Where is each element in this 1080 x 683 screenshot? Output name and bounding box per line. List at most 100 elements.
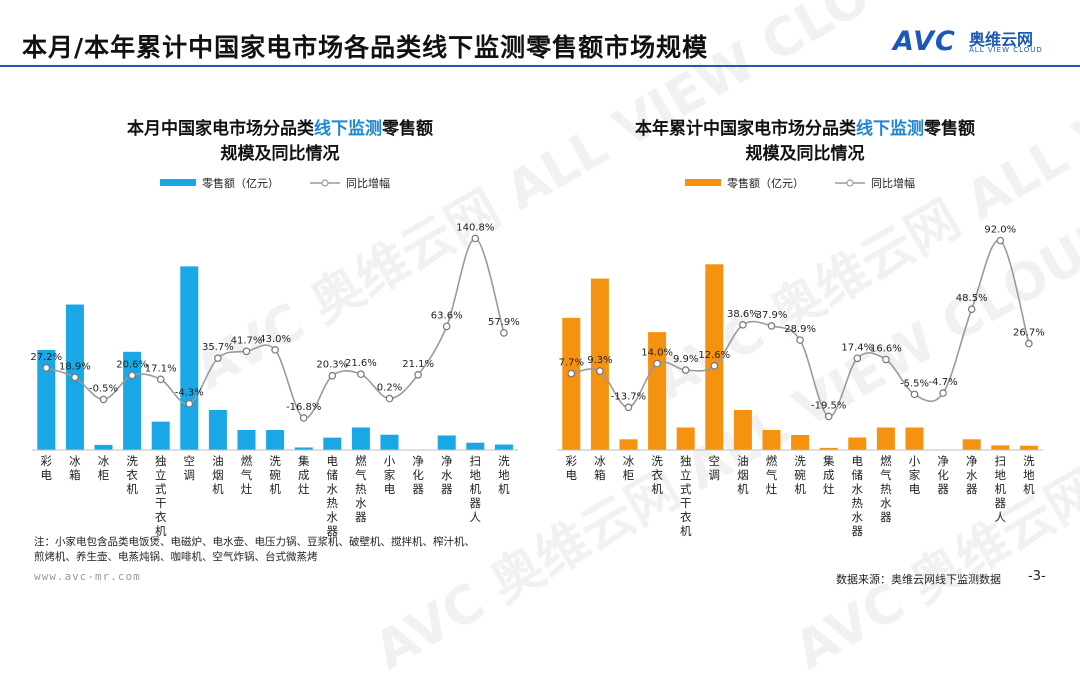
avc-logo: AVC 奥维云网 ALL VIEW CLOUD <box>893 26 1063 58</box>
logo-mark: AVC <box>893 26 956 57</box>
yoy-point-14 <box>939 389 947 397</box>
bar-1 <box>562 317 581 450</box>
category-label-17: 洗地机 <box>498 454 510 496</box>
data-label-14: 21.1% <box>402 359 434 370</box>
category-label-13: 小家电 <box>909 454 921 496</box>
bar-3 <box>94 444 113 450</box>
legend-bar-label: 零售额（亿元） <box>202 176 279 190</box>
bar-12 <box>876 427 895 450</box>
legend-line-marker <box>321 179 329 187</box>
category-label-15: 净水器 <box>441 454 453 496</box>
bar-6 <box>705 264 724 450</box>
yoy-point-6 <box>710 362 719 370</box>
data-label-1: 7.7% <box>559 358 584 369</box>
bar-11 <box>848 437 867 450</box>
category-label-6: 空调 <box>184 454 196 482</box>
legend-bar-label: 零售额（亿元） <box>727 176 804 190</box>
bar-17 <box>1019 445 1038 450</box>
legend-bar-swatch <box>160 179 196 186</box>
yoy-point-16 <box>996 236 1005 245</box>
data-label-1: 27.2% <box>30 352 62 363</box>
yoy-line <box>46 237 505 419</box>
bar-7 <box>208 410 227 450</box>
yoy-point-5 <box>156 375 165 384</box>
page-title: 本月/本年累计中国家电市场各品类线下监测零售额市场规模 <box>22 33 709 62</box>
footnote: 注：小家电包含品类电饭煲、电磁炉、电水壶、电压力锅、豆浆机、破壁机、搅拌机、榨汁… <box>34 536 475 563</box>
legend-line-label: 同比增幅 <box>871 176 915 190</box>
bar-15 <box>437 435 456 450</box>
data-label-6: 12.6% <box>698 350 730 361</box>
category-label-5: 独立式干衣机 <box>155 454 167 538</box>
legend-line-label: 同比增幅 <box>346 176 390 190</box>
site-url: www.avc-mr.com <box>34 570 141 583</box>
data-label-2: 9.3% <box>587 355 612 366</box>
ytd-chart-svg: 零售额（亿元） 同比增幅 7.7% 9.3% -13.7% 14.0%9.9% 12.6% 3… <box>557 176 1045 538</box>
yoy-point-7 <box>214 354 222 362</box>
category-label-9: 洗碗机 <box>794 454 806 496</box>
category-label-6: 空调 <box>709 454 721 482</box>
yoy-point-15 <box>967 305 976 314</box>
category-label-15: 净水器 <box>966 454 978 496</box>
data-label-10: -16.8% <box>286 402 321 413</box>
bar-5 <box>151 421 170 450</box>
data-label-5: 9.9% <box>673 354 698 365</box>
category-label-12: 燃气热水器 <box>880 454 892 524</box>
yoy-point-8 <box>767 322 776 330</box>
bar-10 <box>819 447 838 450</box>
yoy-point-1 <box>42 364 51 372</box>
yoy-point-14 <box>414 371 422 379</box>
data-label-13: -5.5% <box>900 378 929 389</box>
category-label-9: 洗碗机 <box>269 454 281 496</box>
category-label-7: 油烟机 <box>737 454 749 496</box>
ytd-chart: 本年累计中国家电市场分品类线下监测零售额 规模及同比情况 零售额（亿元） 同比增幅… <box>545 95 1065 545</box>
yoy-point-11 <box>328 371 337 380</box>
category-label-3: 冰柜 <box>98 454 110 482</box>
data-label-2: 18.9% <box>59 361 91 372</box>
yoy-point-13 <box>910 390 919 399</box>
data-label-5: 17.1% <box>145 363 177 374</box>
data-label-8: 37.9% <box>756 310 788 321</box>
category-label-2: 冰箱 <box>594 454 606 482</box>
data-label-7: 35.7% <box>202 342 234 353</box>
bar-17 <box>494 444 513 450</box>
data-label-15: 48.5% <box>956 293 988 304</box>
category-label-4: 洗衣机 <box>126 454 138 496</box>
yoy-point-1 <box>567 369 576 378</box>
category-label-1: 彩电 <box>566 454 578 482</box>
category-label-14: 净化器 <box>412 454 424 496</box>
bar-15 <box>962 439 981 450</box>
monthly-chart-svg: 零售额（亿元） 同比增幅 27.2%18.9% -0.5% 20.6%17.1% -4.3… <box>30 176 520 538</box>
category-label-10: 集成灶 <box>298 454 310 496</box>
data-label-4: 20.6% <box>116 359 148 370</box>
category-label-17: 洗地机 <box>1023 454 1035 496</box>
data-label-4: 14.0% <box>641 348 673 359</box>
data-label-9: 43.0% <box>259 334 291 345</box>
yoy-point-3 <box>624 403 633 412</box>
data-label-8: 41.7% <box>231 335 263 346</box>
yoy-point-4 <box>128 371 136 380</box>
bar-8 <box>762 430 781 450</box>
logo-en: ALL VIEW CLOUD <box>969 46 1043 54</box>
legend-bar-swatch <box>685 179 721 186</box>
bar-6 <box>180 266 199 450</box>
monthly-chart: 本月中国家电市场分品类线下监测零售额 规模及同比情况 零售额（亿元） 同比增幅 27… <box>20 95 540 545</box>
category-label-8: 燃气灶 <box>766 454 778 496</box>
category-label-8: 燃气灶 <box>241 454 253 496</box>
category-label-16: 扫地机器人 <box>470 454 482 524</box>
bar-2 <box>590 278 609 450</box>
yoy-point-3 <box>99 395 108 404</box>
bar-9 <box>791 435 810 450</box>
yoy-point-15 <box>442 322 451 331</box>
bar-5 <box>676 427 695 450</box>
yoy-point-10 <box>824 412 833 421</box>
yoy-point-13 <box>385 394 394 403</box>
data-label-17: 57.9% <box>488 317 520 328</box>
data-source: 数据来源：奥维云网线下监测数据 <box>836 573 1001 586</box>
bar-7 <box>733 410 752 450</box>
chart-legend: 零售额（亿元） 同比增幅 <box>685 176 915 190</box>
bar-16 <box>991 445 1010 450</box>
bar-11 <box>323 437 342 450</box>
category-label-1: 彩电 <box>41 454 53 482</box>
chart-legend: 零售额（亿元） 同比增幅 <box>160 176 390 190</box>
data-label-10: -19.5% <box>811 400 846 411</box>
